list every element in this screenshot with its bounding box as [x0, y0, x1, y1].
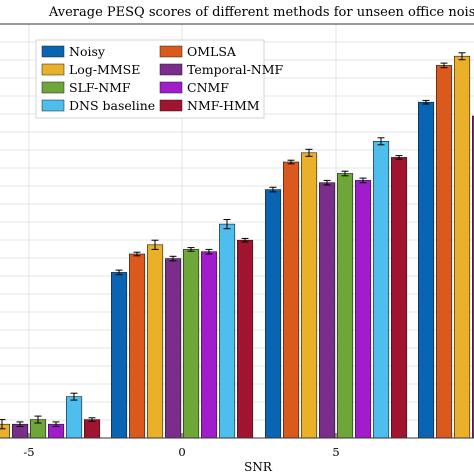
- bar-temporal-nmf-0: [165, 258, 182, 439]
- bar-nmf-hmm-5: [390, 157, 408, 439]
- legend-label: Log-MMSE: [69, 62, 140, 77]
- x-tick-label: 5: [332, 445, 339, 459]
- bar-noisy-5: [264, 189, 282, 439]
- bar-log-mmse-10: [453, 55, 471, 439]
- bars: [0, 55, 474, 439]
- bar-slf-nmf-5: [336, 173, 354, 439]
- bar-dns-baseline--5: [66, 396, 83, 439]
- legend-label: OMLSA: [187, 44, 237, 59]
- legend-label: Noisy: [69, 44, 106, 59]
- axes: [0, 23, 474, 439]
- bar-noisy-0: [111, 272, 128, 439]
- bar-dns-baseline-5: [372, 141, 390, 439]
- legend: Noisy OMLSA Log-MMSE Temporal-NMF SLF-NMF CNM…: [35, 39, 284, 119]
- legend-swatch: [159, 81, 183, 94]
- bar-log-mmse-0: [147, 244, 164, 439]
- legend-label: SLF-NMF: [69, 80, 131, 95]
- bar-omlsa-0: [129, 253, 146, 439]
- bar-cnmf-0: [201, 251, 218, 439]
- legend-label: DNS baseline: [69, 98, 155, 113]
- bar-log-mmse--5: [0, 423, 10, 439]
- x-axis-label: SNR: [244, 460, 273, 474]
- legend-box: [35, 39, 265, 119]
- legend-swatch: [159, 99, 183, 112]
- legend-swatch: [159, 45, 183, 58]
- legend-label: CNMF: [187, 80, 229, 95]
- bar-slf-nmf-0: [183, 249, 200, 439]
- bar-omlsa-5: [282, 161, 300, 439]
- bar-noisy-10: [417, 101, 435, 439]
- legend-swatch: [41, 45, 65, 58]
- legend-swatch: [41, 99, 65, 112]
- legend-swatch: [41, 81, 65, 94]
- bar-nmf-hmm-0: [237, 239, 254, 439]
- bar-temporal-nmf-10: [471, 115, 474, 439]
- x-ticks: -50510: [23, 433, 340, 459]
- bar-log-mmse-5: [300, 152, 318, 439]
- bar-dns-baseline-0: [219, 223, 236, 439]
- legend-label: NMF-HMM: [187, 98, 260, 113]
- legend-label: Temporal-NMF: [187, 62, 284, 77]
- bar-nmf-hmm--5: [84, 419, 101, 439]
- bar-omlsa-10: [435, 65, 453, 439]
- x-tick-label: -5: [23, 445, 34, 459]
- legend-swatch: [159, 63, 183, 76]
- legend-swatch: [41, 63, 65, 76]
- chart-title: Average PESQ scores of different methods…: [48, 5, 474, 20]
- x-tick-label: 0: [178, 445, 185, 459]
- bar-cnmf-5: [354, 180, 372, 439]
- error-bars: [0, 52, 466, 430]
- bar-temporal-nmf-5: [318, 182, 336, 439]
